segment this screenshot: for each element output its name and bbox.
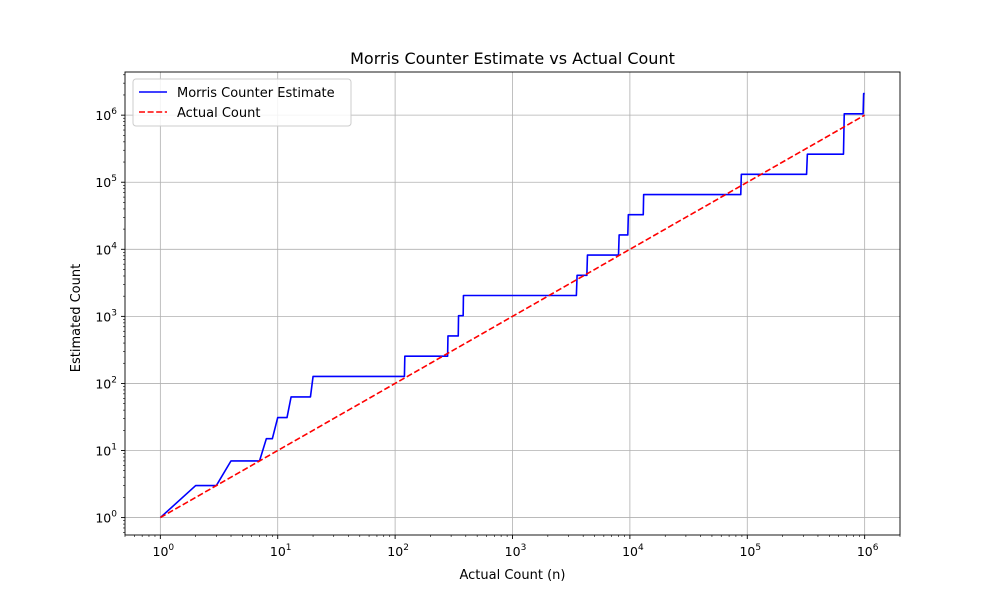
legend-label: Morris Counter Estimate [177, 86, 335, 101]
y-axis-ticks: 100 101 102 103 104 105 106 [95, 74, 125, 533]
y-tick-label: 100 [95, 510, 117, 526]
legend: Morris Counter Estimate Actual Count [132, 78, 352, 127]
x-axis-label: Actual Count (n) [460, 568, 566, 583]
x-tick-label: 100 [153, 543, 175, 559]
chart-title: Morris Counter Estimate vs Actual Count [350, 49, 675, 68]
y-tick-label: 101 [95, 443, 117, 459]
y-tick-label: 105 [95, 174, 117, 190]
x-tick-label: 106 [857, 543, 879, 559]
x-tick-label: 101 [270, 543, 292, 559]
series-line-actual-count [159, 114, 866, 519]
y-tick-label: 106 [95, 107, 117, 123]
y-tick-label: 104 [95, 241, 117, 257]
series-line-morris-estimate [159, 92, 865, 519]
x-tick-label: 105 [739, 543, 761, 559]
y-tick-label: 103 [95, 308, 117, 324]
y-tick-label: 102 [95, 375, 117, 391]
y-axis-label: Estimated Count [69, 264, 84, 372]
x-axis-ticks: 100 101 102 103 104 105 106 [124, 535, 901, 559]
x-tick-label: 103 [505, 543, 527, 559]
x-tick-label: 102 [387, 543, 409, 559]
legend-box [132, 78, 352, 127]
plot-area [159, 92, 866, 519]
legend-label: Actual Count [177, 106, 260, 121]
x-tick-label: 104 [622, 543, 644, 559]
